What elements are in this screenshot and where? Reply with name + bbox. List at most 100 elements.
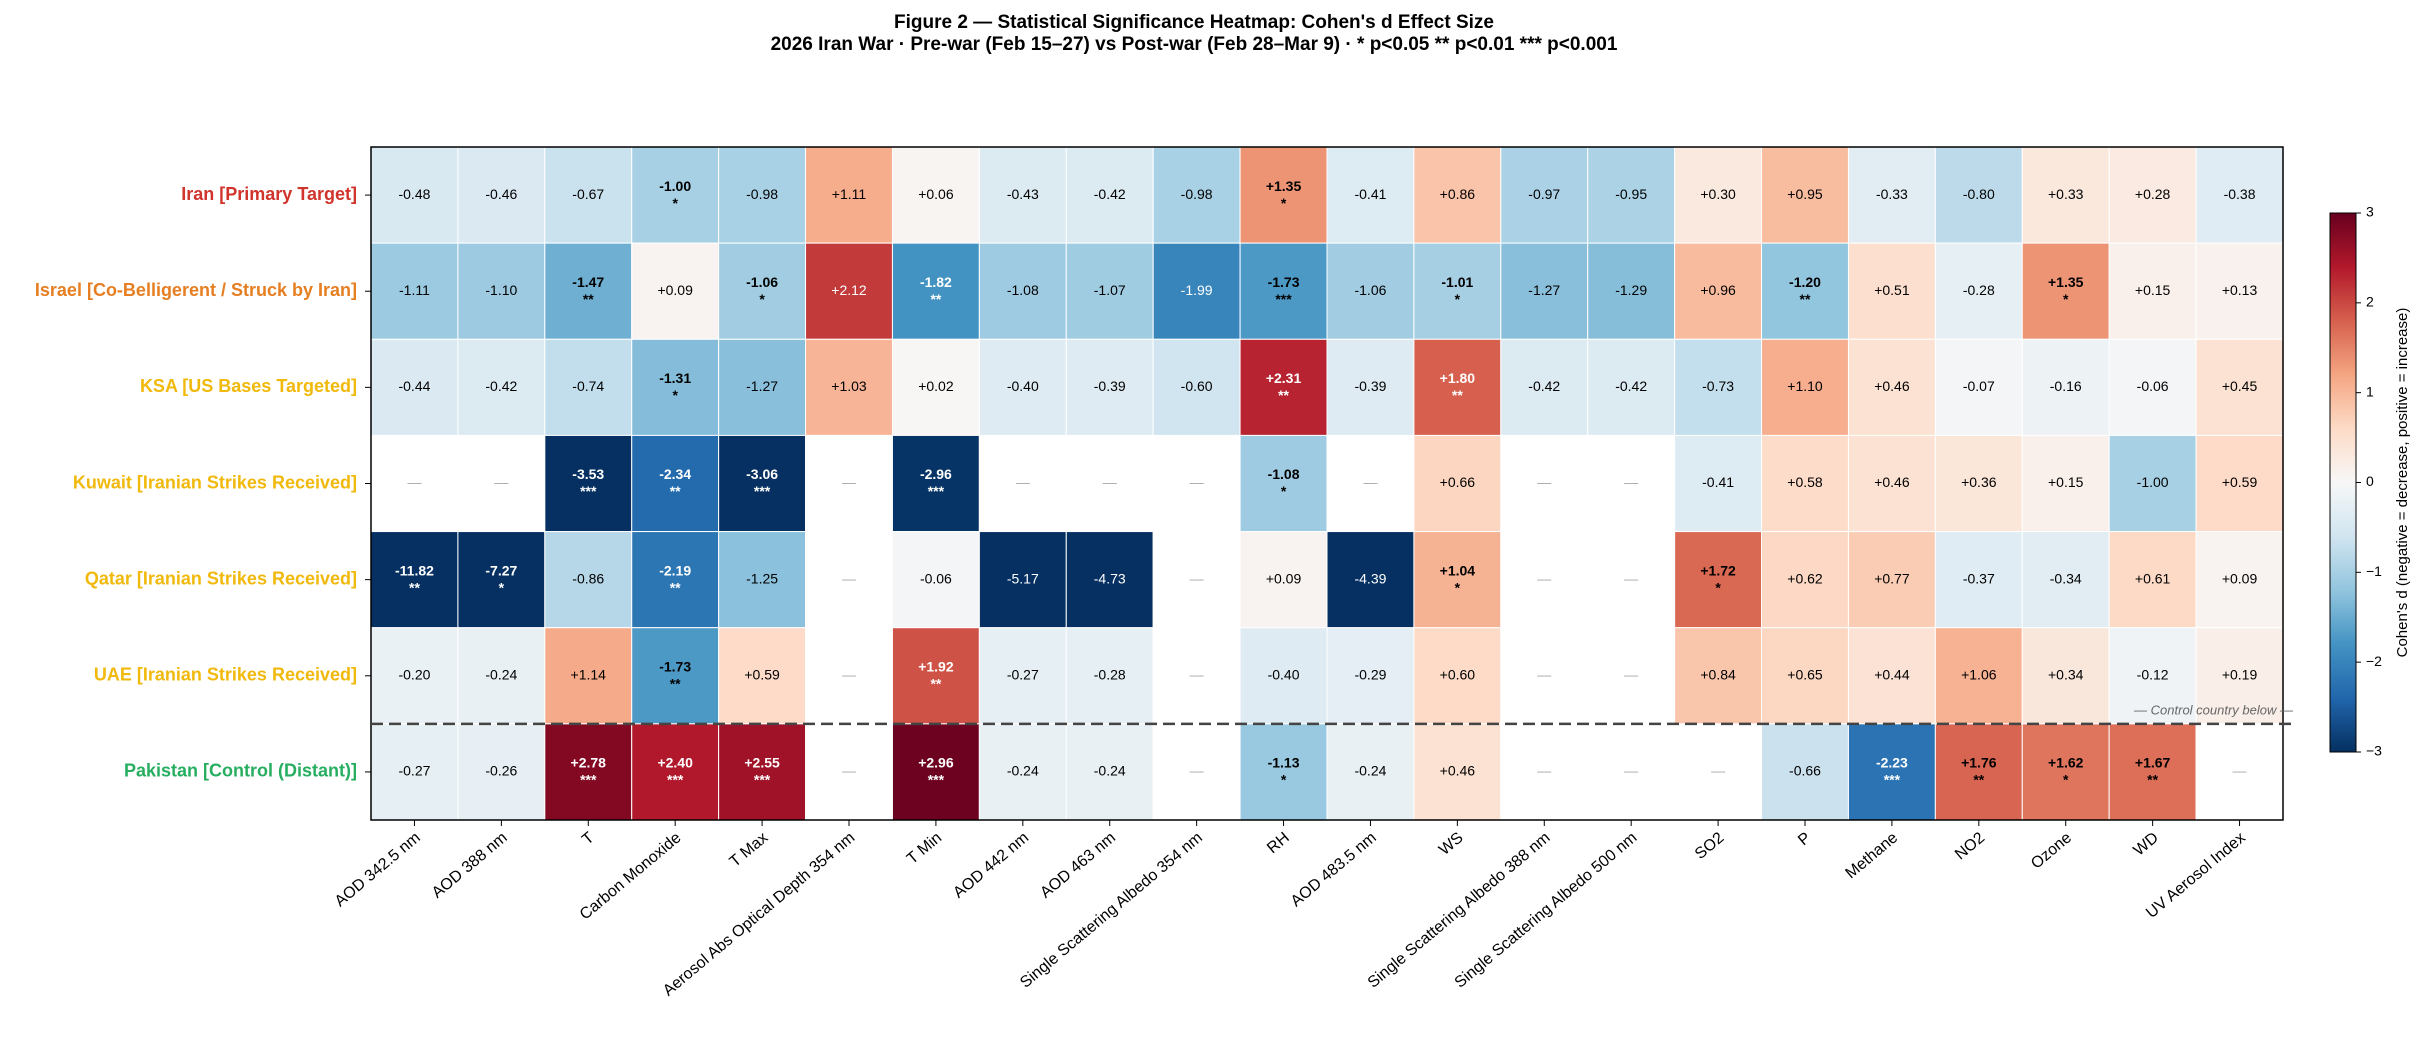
cell-value-label: -0.42: [1615, 378, 1647, 394]
heat-cell: [1587, 146, 1676, 244]
cell-value-label: +1.76: [1961, 755, 1997, 771]
heat-cell: [1326, 723, 1415, 821]
heat-cell: [1413, 146, 1502, 244]
heat-cell: [1500, 242, 1589, 340]
cell-value-label: -1.29: [1615, 282, 1647, 298]
cell-value-label: +1.11: [832, 186, 867, 202]
significance-label: ***: [1884, 772, 1901, 788]
cell-value-label: +0.60: [1440, 666, 1476, 682]
significance-label: *: [1281, 483, 1287, 499]
cell-value-label: +1.03: [831, 378, 867, 394]
cell-value-label: +0.09: [657, 282, 693, 298]
heat-cell: [1152, 627, 1241, 725]
heat-cell: [2195, 627, 2284, 725]
heat-cell: [891, 723, 980, 821]
heat-cell: [1587, 531, 1676, 629]
heat-cell: [1934, 627, 2023, 725]
cell-value-label: -11.82: [395, 562, 434, 578]
heat-cell: [2108, 242, 2197, 340]
cell-value-label: -0.43: [1007, 186, 1039, 202]
heat-cell: [1587, 338, 1676, 436]
x-tick-label: RH: [1264, 829, 1293, 857]
cell-value-label: —: [1016, 474, 1030, 490]
cell-value-label: -0.26: [485, 763, 517, 779]
cell-value-label: —: [1537, 763, 1551, 779]
cell-value-label: -0.38: [2224, 186, 2256, 202]
cell-value-label: +0.06: [918, 186, 954, 202]
cell-value-label: +0.77: [1874, 570, 1910, 586]
cell-value-label: -0.24: [485, 666, 517, 682]
heat-cell: [1674, 434, 1763, 533]
cell-value-label: +0.34: [2048, 666, 2084, 682]
heat-cell: [1934, 434, 2023, 533]
cell-value-label: +1.35: [2048, 274, 2084, 290]
heat-cell: [718, 627, 807, 725]
heat-cell: [1847, 434, 1936, 533]
cell-value-label: -3.53: [572, 466, 604, 482]
heat-cell: [891, 434, 980, 533]
cell-value-label: —: [1103, 474, 1117, 490]
significance-label: ***: [754, 483, 771, 499]
cell-value-label: +0.46: [1874, 474, 1910, 490]
cell-value-label: -0.39: [1354, 378, 1386, 394]
cell-value-label: -0.40: [1268, 666, 1300, 682]
x-tick-label: SO2: [1692, 829, 1728, 863]
cell-value-label: +0.09: [2222, 570, 2258, 586]
cell-value-label: +0.58: [1787, 474, 1823, 490]
cell-value-label: +2.78: [571, 755, 607, 771]
heat-cell: [718, 338, 807, 436]
heat-cell: [370, 531, 459, 629]
heat-cell: [1065, 723, 1154, 821]
heat-cell: [1761, 434, 1849, 533]
heat-cell: [805, 723, 893, 821]
cell-value-label: -1.13: [1268, 755, 1300, 771]
heat-cell: [1065, 338, 1154, 436]
cell-value-label: -2.96: [920, 466, 952, 482]
heat-cell: [1065, 434, 1154, 533]
cell-value-label: -0.06: [920, 570, 952, 586]
cell-value-label: +0.65: [1787, 666, 1823, 682]
heat-cell: [891, 242, 980, 340]
heat-cell: [1761, 146, 1849, 244]
row-label: UAE [Iranian Strikes Received]: [94, 665, 357, 685]
x-tick-label: AOD 463 nm: [1037, 829, 1119, 901]
cell-value-label: -1.27: [746, 378, 778, 394]
cell-value-label: —: [842, 763, 856, 779]
cell-value-label: -0.42: [1528, 378, 1560, 394]
cell-value-label: —: [1363, 474, 1377, 490]
heat-cell: [2021, 242, 2110, 340]
heat-cell: [1674, 531, 1763, 629]
heat-cell: [1847, 146, 1936, 244]
cell-value-label: +0.46: [1874, 378, 1910, 394]
heat-cell: [1674, 723, 1763, 821]
heat-cell: [1500, 531, 1589, 629]
cell-value-label: -0.41: [1702, 474, 1734, 490]
cell-value-label: +0.46: [1440, 763, 1476, 779]
x-tick-label: Single Scattering Albedo 354 nm: [1017, 829, 1206, 991]
cell-value-label: -0.98: [1181, 186, 1213, 202]
cell-value-label: —: [1537, 570, 1551, 586]
heat-cell: [1326, 627, 1415, 725]
heat-cell: [978, 531, 1067, 629]
cell-value-label: +0.33: [2048, 186, 2084, 202]
cell-value-label: —: [1624, 666, 1638, 682]
cell-value-label: -0.39: [1094, 378, 1126, 394]
significance-label: **: [583, 291, 594, 307]
heat-cell: [544, 627, 633, 725]
heat-cell: [1587, 434, 1676, 533]
x-tick-label: NO2: [1952, 829, 1988, 863]
cell-value-label: —: [1711, 763, 1725, 779]
cell-value-label: -0.24: [1094, 763, 1126, 779]
heat-cell: [805, 434, 893, 533]
cell-value-label: -1.06: [1354, 282, 1386, 298]
cell-value-label: -0.44: [398, 378, 430, 394]
heat-cell: [2021, 627, 2110, 725]
heat-cell: [1847, 531, 1936, 629]
heat-cell: [370, 434, 459, 533]
x-tick-label: T: [579, 829, 598, 848]
heat-cell: [457, 338, 546, 436]
cell-value-label: -2.23: [1876, 755, 1908, 771]
heat-cell: [805, 627, 893, 725]
cell-value-label: +1.80: [1440, 370, 1476, 386]
cell-value-label: -0.80: [1963, 186, 1995, 202]
